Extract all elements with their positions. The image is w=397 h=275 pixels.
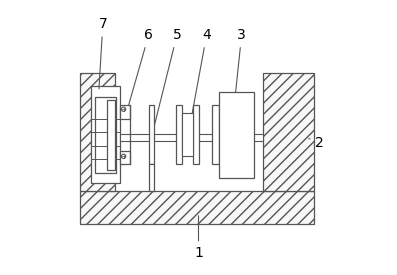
Bar [120, 134, 263, 141]
Text: 6: 6 [128, 28, 153, 108]
Text: 3: 3 [231, 28, 246, 135]
Bar [212, 105, 219, 164]
Bar [80, 73, 115, 191]
Bar [107, 100, 115, 170]
Bar [193, 105, 199, 164]
Text: 2: 2 [309, 136, 324, 150]
Text: 1: 1 [194, 216, 203, 260]
Bar [148, 164, 154, 191]
Bar [95, 97, 116, 172]
Bar [219, 92, 254, 178]
Bar [181, 113, 193, 156]
Bar [91, 86, 120, 183]
Bar [120, 105, 130, 119]
Text: 5: 5 [152, 28, 181, 135]
Circle shape [121, 107, 126, 111]
Bar [263, 73, 314, 191]
Bar [120, 151, 130, 164]
Bar [175, 105, 181, 164]
Bar [80, 191, 314, 224]
Circle shape [121, 154, 126, 158]
Text: 7: 7 [98, 17, 107, 89]
Text: 4: 4 [188, 28, 211, 135]
Bar [148, 105, 154, 164]
